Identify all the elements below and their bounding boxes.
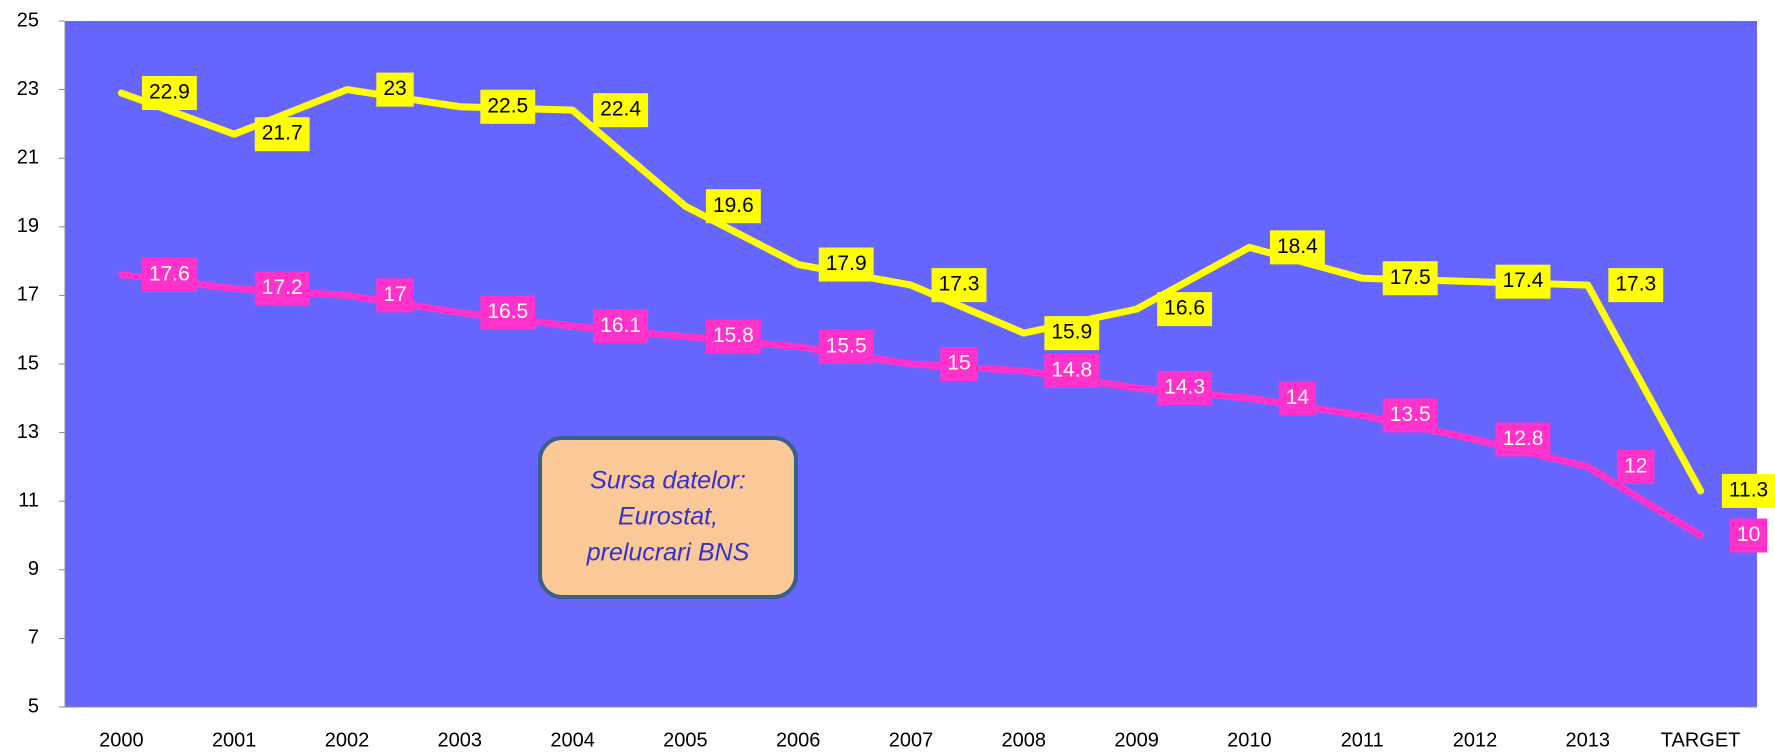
data-label: 16.1 (600, 314, 641, 337)
data-label: 22.4 (600, 98, 641, 121)
data-label-box (376, 72, 414, 107)
data-label: 11.3 (1729, 478, 1768, 501)
data-label-box (1278, 381, 1317, 416)
data-label-box (940, 347, 978, 381)
data-label-box (1608, 268, 1664, 303)
x-tick-label: TARGET (1661, 729, 1741, 751)
x-tick-label: 2010 (1227, 729, 1272, 751)
x-tick-label: 2013 (1566, 729, 1611, 751)
data-label-box (141, 257, 197, 292)
data-label-box (1044, 353, 1100, 388)
data-label: 17.2 (262, 276, 303, 299)
data-label: 17.5 (1390, 266, 1431, 289)
data-label: 14.3 (1164, 376, 1205, 399)
data-label-box (1617, 449, 1655, 484)
data-label-box (1382, 261, 1438, 296)
x-tick-label: 2012 (1453, 729, 1498, 751)
data-label: 18.4 (1277, 235, 1318, 258)
data-label: 16.5 (487, 300, 528, 323)
data-label: 15.9 (1051, 321, 1092, 344)
data-label-box (705, 319, 761, 354)
data-label-box (1495, 264, 1551, 299)
data-label-box (480, 89, 536, 124)
data-label-box (1269, 230, 1325, 265)
data-label: 19.6 (713, 194, 754, 217)
data-label-box (818, 329, 874, 364)
data-label: 12.8 (1503, 427, 1544, 450)
data-label-box (141, 76, 197, 111)
data-label-box (1721, 473, 1775, 508)
x-tick-label: 2004 (550, 729, 595, 751)
y-tick-label: 23 (17, 78, 39, 100)
data-label-box (254, 117, 310, 152)
data-label-box (1157, 371, 1213, 406)
y-tick-label: 21 (17, 146, 39, 168)
y-tick-label: 19 (17, 215, 39, 237)
data-label-box (705, 189, 761, 224)
y-tick-label: 9 (28, 558, 39, 580)
y-tick-label: 17 (17, 284, 39, 306)
y-tick-label: 15 (17, 352, 39, 374)
data-label: 17.3 (939, 273, 980, 296)
data-label-box (818, 247, 874, 282)
x-tick-label: 2011 (1341, 729, 1384, 751)
annotation-box (538, 436, 798, 599)
x-tick-label: 2006 (776, 729, 821, 751)
data-label-box (593, 93, 649, 128)
annotation-text: Sursa datelor: (590, 467, 746, 495)
data-label: 17.3 (1615, 273, 1656, 296)
y-tick-label: 25 (17, 9, 39, 31)
data-label: 13.5 (1390, 403, 1431, 426)
data-label: 15.8 (713, 324, 754, 347)
data-label: 17.6 (149, 262, 190, 285)
x-tick-label: 2008 (1002, 729, 1047, 751)
x-tick-label: 2003 (438, 729, 483, 751)
data-label-box (1382, 398, 1438, 433)
data-label-box (1157, 292, 1213, 327)
data-label-box (1044, 316, 1100, 351)
y-tick-label: 7 (28, 627, 39, 649)
annotation-text: Eurostat, (618, 503, 718, 531)
data-label: 23 (383, 77, 406, 100)
data-label: 12 (1624, 454, 1647, 477)
x-tick-label: 2009 (1114, 729, 1159, 751)
data-label: 16.6 (1164, 297, 1205, 320)
x-tick-label: 2001 (212, 729, 257, 751)
data-label: 15.5 (826, 334, 867, 357)
data-label: 10 (1737, 523, 1760, 546)
data-label: 22.5 (487, 94, 528, 117)
x-tick-label: 2000 (99, 729, 144, 751)
y-tick-label: 11 (18, 489, 39, 511)
data-label-box (593, 309, 649, 344)
y-tick-label: 13 (17, 421, 39, 443)
data-label: 14 (1286, 386, 1310, 409)
y-tick-label: 5 (28, 695, 39, 717)
x-tick-label: 2002 (325, 729, 370, 751)
data-label: 15 (947, 352, 970, 375)
data-label-box (1495, 422, 1551, 457)
data-label: 17 (383, 283, 406, 306)
data-label-box (376, 278, 414, 313)
data-label-box (931, 268, 987, 303)
data-label: 22.9 (149, 81, 190, 104)
data-label-box (254, 271, 310, 306)
x-tick-label: 2005 (663, 729, 708, 751)
data-label: 14.8 (1051, 358, 1092, 381)
data-label-box (480, 295, 536, 330)
data-label: 21.7 (262, 122, 303, 145)
data-label-box (1729, 518, 1768, 553)
data-label: 17.9 (826, 252, 867, 275)
x-tick-label: 2007 (889, 729, 934, 751)
annotation-text: prelucrari BNS (586, 539, 750, 567)
data-label: 17.4 (1503, 269, 1544, 292)
